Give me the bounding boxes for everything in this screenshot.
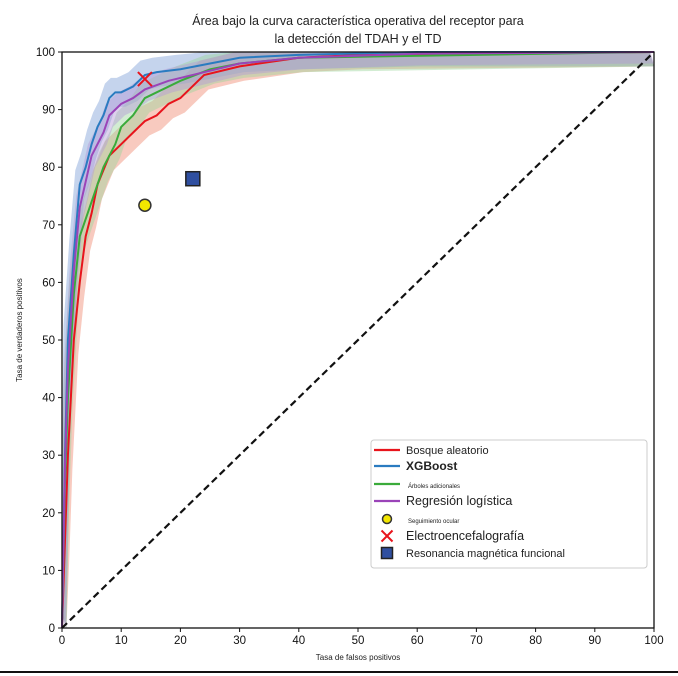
legend-item: XGBoost bbox=[374, 459, 457, 473]
legend: Bosque aleatorio XGBoost Árboles adicional… bbox=[370, 439, 648, 569]
diagonal-reference-line bbox=[61, 51, 655, 629]
y-tick-label: 60 bbox=[42, 277, 55, 289]
x-axis-label: Tasa de falsos positivos bbox=[316, 653, 401, 662]
x-tick-label: 0 bbox=[59, 635, 65, 647]
legend-item: Seguimiento ocular bbox=[381, 513, 459, 525]
x-stroke bbox=[137, 71, 153, 87]
y-tick-label: 40 bbox=[42, 393, 55, 405]
point-square-marker bbox=[185, 170, 201, 187]
chart-title-line-1: Área bajo la curva característica operat… bbox=[192, 13, 523, 28]
confidence-band-2 bbox=[62, 52, 654, 628]
x-stroke bbox=[380, 529, 394, 543]
x-tick-label: 30 bbox=[233, 635, 246, 647]
legend-label: Bosque aleatorio bbox=[406, 445, 489, 457]
legend-label: Electroencefalografía bbox=[406, 529, 524, 543]
legend-item: Bosque aleatorio bbox=[374, 445, 489, 457]
legend-item: Resonancia magnética funcional bbox=[380, 546, 565, 560]
legend-label: Seguimiento ocular bbox=[408, 519, 459, 525]
y-tick-label: 50 bbox=[42, 335, 55, 347]
legend-label: XGBoost bbox=[406, 459, 457, 473]
x-tick-label: 60 bbox=[411, 635, 424, 647]
point-circle-marker bbox=[138, 198, 152, 212]
series-line-0 bbox=[61, 51, 655, 629]
y-tick-label: 70 bbox=[42, 220, 55, 232]
x-tick-label: 10 bbox=[115, 635, 128, 647]
x-tick-label: 90 bbox=[588, 635, 601, 647]
y-axis-label: Tasa de verdaderos positivos bbox=[15, 278, 24, 382]
legend-x-icon bbox=[380, 529, 394, 543]
x-tick-label: 70 bbox=[470, 635, 483, 647]
legend-label: Árboles adicionales bbox=[408, 483, 460, 490]
legend-item: Regresión logística bbox=[374, 494, 512, 508]
series-line-1 bbox=[61, 51, 654, 629]
y-tick-label: 30 bbox=[42, 450, 55, 462]
y-tick-label: 80 bbox=[42, 162, 55, 174]
y-tick-label: 100 bbox=[36, 47, 55, 59]
x-tick-label: 40 bbox=[292, 635, 305, 647]
x-tick-label: 80 bbox=[529, 635, 542, 647]
bottom-divider bbox=[0, 671, 678, 673]
point-x-marker bbox=[137, 71, 153, 87]
x-tick-label: 50 bbox=[352, 635, 365, 647]
legend-item: Electroencefalografía bbox=[380, 529, 524, 543]
y-tick-label: 20 bbox=[42, 508, 55, 520]
y-tick-label: 10 bbox=[42, 565, 55, 577]
plot-area: 0 10 20 30 40 50 60 70 80 90 100 0 10 20 30 40 50 60 70 80 9… bbox=[36, 47, 664, 647]
x-tick-label: 20 bbox=[174, 635, 187, 647]
y-tick-label: 90 bbox=[42, 105, 55, 117]
x-tick-label: 100 bbox=[644, 635, 663, 647]
legend-label: Resonancia magnética funcional bbox=[406, 548, 565, 560]
legend-circle-icon bbox=[381, 513, 393, 525]
chart-title-line-2: la detección del TDAH y el TD bbox=[275, 32, 442, 46]
legend-square-icon bbox=[380, 546, 394, 560]
confidence-band-3 bbox=[62, 52, 654, 628]
legend-item: Árboles adicionales bbox=[374, 482, 460, 490]
legend-label: Regresión logística bbox=[406, 494, 512, 508]
legend-box bbox=[370, 439, 648, 569]
series-line-3 bbox=[61, 51, 655, 629]
y-tick-label: 0 bbox=[49, 623, 55, 635]
